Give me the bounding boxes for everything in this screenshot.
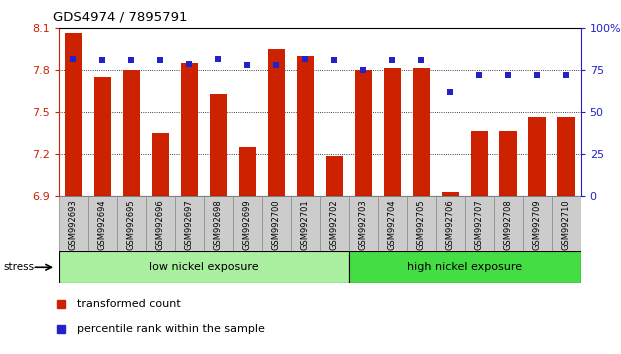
Bar [233, 196, 262, 251]
Bar [210, 94, 227, 196]
Text: GSM992710: GSM992710 [561, 199, 571, 250]
Bar [442, 192, 459, 196]
Bar [471, 131, 488, 196]
Text: low nickel exposure: low nickel exposure [149, 262, 259, 272]
Bar [355, 70, 372, 196]
Text: GSM992703: GSM992703 [359, 199, 368, 250]
Text: GSM992698: GSM992698 [214, 199, 223, 250]
Text: stress: stress [3, 262, 34, 272]
Bar [181, 63, 198, 196]
Bar [412, 68, 430, 196]
Bar [523, 196, 551, 251]
Bar [117, 196, 146, 251]
Bar [59, 196, 88, 251]
Text: GSM992705: GSM992705 [417, 199, 426, 250]
Text: GSM992706: GSM992706 [446, 199, 455, 250]
Bar [407, 196, 436, 251]
Text: high nickel exposure: high nickel exposure [407, 262, 522, 272]
Text: transformed count: transformed count [76, 299, 180, 309]
Bar [238, 147, 256, 196]
Text: GSM992694: GSM992694 [98, 199, 107, 250]
Bar [59, 251, 349, 283]
Text: GSM992707: GSM992707 [474, 199, 484, 250]
Text: GSM992702: GSM992702 [330, 199, 339, 250]
Text: GSM992701: GSM992701 [301, 199, 310, 250]
Bar [320, 196, 349, 251]
Bar [436, 196, 465, 251]
Bar [378, 196, 407, 251]
Text: GDS4974 / 7895791: GDS4974 / 7895791 [53, 11, 188, 24]
Bar [204, 196, 233, 251]
Bar [268, 49, 285, 196]
Text: GSM992696: GSM992696 [156, 199, 165, 250]
Bar [551, 196, 581, 251]
Bar [291, 196, 320, 251]
Text: GSM992697: GSM992697 [185, 199, 194, 250]
Text: percentile rank within the sample: percentile rank within the sample [76, 324, 265, 334]
Text: GSM992708: GSM992708 [504, 199, 513, 250]
Bar [297, 56, 314, 196]
Bar [262, 196, 291, 251]
Bar [349, 251, 581, 283]
Bar [175, 196, 204, 251]
Bar [494, 196, 523, 251]
Text: GSM992699: GSM992699 [243, 199, 252, 250]
Bar [349, 196, 378, 251]
Bar [94, 78, 111, 196]
Text: GSM992693: GSM992693 [69, 199, 78, 250]
Bar [65, 33, 82, 196]
Bar [152, 133, 169, 196]
Text: GSM992700: GSM992700 [272, 199, 281, 250]
Bar [499, 131, 517, 196]
Bar [558, 116, 575, 196]
Bar [146, 196, 175, 251]
Text: GSM992695: GSM992695 [127, 199, 136, 250]
Bar [384, 68, 401, 196]
Bar [528, 116, 546, 196]
Text: GSM992704: GSM992704 [388, 199, 397, 250]
Text: GSM992709: GSM992709 [533, 199, 542, 250]
Bar [123, 70, 140, 196]
Bar [88, 196, 117, 251]
Bar [465, 196, 494, 251]
Bar [325, 156, 343, 196]
